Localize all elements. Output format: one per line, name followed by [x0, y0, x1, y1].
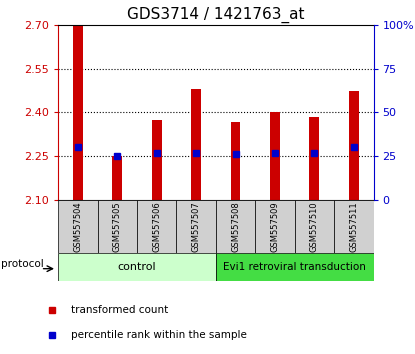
Bar — [349, 91, 359, 200]
Text: control: control — [117, 262, 156, 272]
Text: GSM557505: GSM557505 — [113, 201, 122, 252]
Bar — [216, 253, 374, 281]
Bar — [176, 200, 216, 253]
Bar — [216, 200, 255, 253]
Text: GSM557508: GSM557508 — [231, 201, 240, 252]
Text: GSM557511: GSM557511 — [349, 201, 358, 252]
Text: Evi1 retroviral transduction: Evi1 retroviral transduction — [223, 262, 366, 272]
Text: GSM557504: GSM557504 — [73, 201, 82, 252]
Text: GSM557510: GSM557510 — [310, 201, 319, 252]
Bar — [334, 200, 374, 253]
Bar — [58, 253, 216, 281]
Text: GSM557507: GSM557507 — [192, 201, 200, 252]
Text: transformed count: transformed count — [71, 305, 168, 315]
Bar — [191, 89, 201, 200]
Title: GDS3714 / 1421763_at: GDS3714 / 1421763_at — [127, 7, 305, 23]
Bar — [98, 200, 137, 253]
Bar — [73, 25, 83, 200]
Text: GSM557506: GSM557506 — [152, 201, 161, 252]
Text: protocol: protocol — [1, 259, 44, 269]
Bar — [310, 117, 319, 200]
Bar — [255, 200, 295, 253]
Bar — [295, 200, 334, 253]
Text: GSM557509: GSM557509 — [271, 201, 279, 252]
Bar — [112, 156, 122, 200]
Text: percentile rank within the sample: percentile rank within the sample — [71, 330, 247, 339]
Bar — [270, 112, 280, 200]
Bar — [137, 200, 176, 253]
Bar — [231, 122, 240, 200]
Bar — [58, 200, 98, 253]
Bar — [152, 120, 161, 200]
